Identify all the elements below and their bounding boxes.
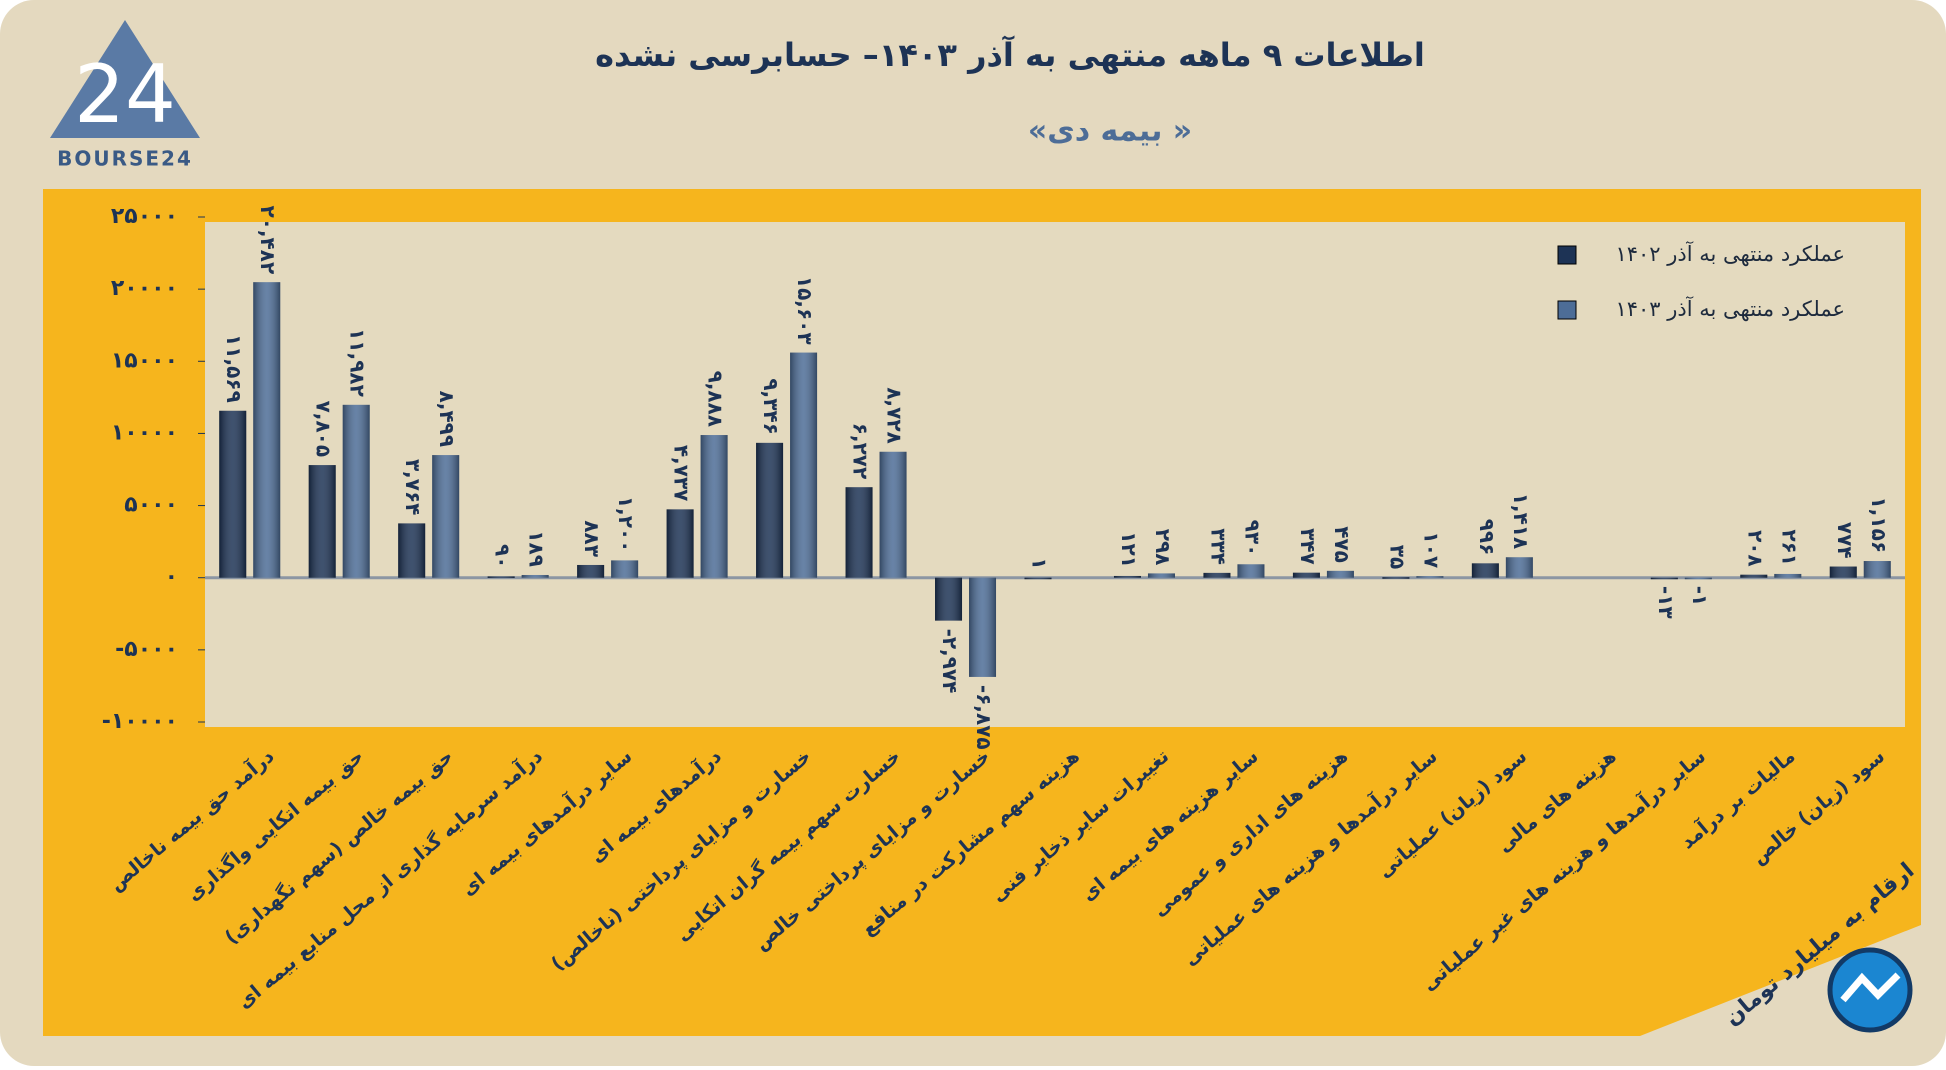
- y-tick-label: -۵۰۰۰: [115, 637, 178, 662]
- value-label: ۳,۷۶۴: [401, 459, 425, 515]
- value-label: ۸,۴۹۹: [435, 391, 459, 447]
- bar-shade: [1147, 573, 1175, 578]
- bar-shade: [253, 282, 281, 578]
- y-tick-label: ۱۵۰۰۰: [111, 348, 178, 373]
- bar-shade: [1416, 576, 1444, 578]
- value-label: -۶,۸۷۵: [972, 685, 996, 750]
- value-label: ۶,۲۷۲: [849, 423, 873, 479]
- value-label: ۱۰۷: [1419, 532, 1443, 569]
- value-label: ۲۰,۴۸۲: [256, 206, 280, 275]
- y-tick-label: ۱۰۰۰۰: [111, 420, 178, 445]
- bar-shade: [219, 410, 247, 578]
- bar-shade: [969, 577, 997, 677]
- y-tick-label: ۵۰۰۰: [124, 493, 178, 518]
- value-label: ۱,۱۵۶: [1867, 497, 1891, 553]
- bar-shade: [487, 576, 515, 578]
- bar-shade: [1505, 557, 1533, 578]
- bar-shade: [1774, 573, 1802, 578]
- legend-label: عملکرد منتهی به آذر ۱۴۰۳: [1615, 296, 1845, 321]
- bar-shade: [1740, 574, 1768, 578]
- bar-shade: [1650, 577, 1678, 580]
- value-label: ۴,۷۳۷: [670, 445, 694, 501]
- bar-shade: [1684, 577, 1712, 580]
- value-label: -۱: [1688, 586, 1712, 607]
- value-label: ۷۷۴: [1833, 522, 1857, 559]
- value-label: ۹۳۰: [1240, 520, 1264, 557]
- value-label: ۸,۷۲۸: [883, 387, 907, 443]
- bar-shade: [1113, 575, 1141, 578]
- value-label: -۱۳: [1654, 586, 1678, 619]
- value-label: ۹,۸۸۸: [704, 371, 728, 427]
- bar-shade: [790, 352, 818, 578]
- bar-shade: [521, 574, 549, 578]
- plot-area: [205, 222, 1905, 727]
- value-label: ۲۹۸: [1151, 529, 1175, 566]
- y-tick-label: -۱۰۰۰۰: [102, 709, 178, 734]
- value-label: ۱۲۱: [1117, 531, 1141, 568]
- logo-text: BOURSE24: [57, 147, 193, 171]
- bar-shade: [308, 465, 336, 578]
- chart-title: اطلاعات ۹ ماهه منتهی به آذر ۱۴۰۳– حسابرس…: [595, 35, 1425, 74]
- value-label: ۷,۸۰۵: [312, 401, 336, 457]
- bar-shade: [432, 455, 460, 578]
- value-label: ۱,۴۱۸: [1509, 493, 1533, 549]
- bar-shade: [1829, 566, 1857, 578]
- legend-swatch: [1557, 245, 1577, 265]
- bar-shade: [1292, 572, 1320, 578]
- value-label: ۹۹۶: [1475, 519, 1499, 556]
- bar-shade: [1326, 570, 1354, 578]
- bar-shade: [1382, 577, 1410, 579]
- value-label: ۱۸۹: [525, 530, 549, 567]
- value-label: ۱۱,۵۶۹: [222, 334, 246, 403]
- value-label: ۳۵: [1385, 545, 1409, 569]
- y-tick-label: ۲۰۰۰۰: [111, 276, 178, 301]
- value-label: ۱: [1028, 557, 1052, 569]
- icon-arrow: [1840, 972, 1901, 1003]
- value-label: ۱۵,۶۰۳: [793, 276, 817, 345]
- bar-shade: [845, 487, 873, 578]
- chart-subtitle: «بیمه دی »: [1028, 114, 1192, 149]
- bar-shade: [1237, 564, 1265, 578]
- bar-shade: [756, 442, 784, 578]
- value-label: ۸۸۳: [580, 520, 604, 557]
- value-label: ۱,۲۰۰: [614, 496, 638, 552]
- y-tick-label: ۲۵۰۰۰: [111, 204, 178, 229]
- bar-shade: [342, 404, 370, 578]
- bar-shade: [700, 435, 728, 578]
- legend-swatch: [1557, 300, 1577, 320]
- value-label: ۳۳۴: [1206, 528, 1230, 565]
- value-label: ۱۱,۹۸۲: [346, 328, 370, 397]
- value-label: ۲۰۸: [1743, 530, 1767, 567]
- bar-shade: [1024, 577, 1052, 580]
- logo-triangle: [50, 20, 200, 138]
- bar-shade: [1203, 572, 1231, 578]
- bar-shade: [611, 560, 639, 578]
- logo-number: 24: [74, 48, 176, 141]
- value-label: ۹۰: [491, 544, 515, 568]
- value-label: ۲۶۱: [1777, 529, 1801, 566]
- value-label: -۲,۹۷۴: [938, 629, 962, 694]
- legend-label: عملکرد منتهی به آذر ۱۴۰۲: [1615, 241, 1845, 266]
- bar-shade: [935, 577, 963, 621]
- bar-shade: [398, 523, 426, 578]
- value-label: ۹,۳۴۶: [759, 378, 783, 434]
- bar-shade: [1471, 563, 1499, 578]
- y-tick-label: ۰: [165, 565, 178, 590]
- value-label: ۴۷۵: [1330, 526, 1354, 563]
- value-label: ۳۴۷: [1296, 528, 1320, 565]
- bar-shade: [879, 451, 907, 578]
- bar-shade: [1863, 561, 1891, 578]
- bar-shade: [666, 509, 694, 578]
- bar-shade: [577, 564, 605, 578]
